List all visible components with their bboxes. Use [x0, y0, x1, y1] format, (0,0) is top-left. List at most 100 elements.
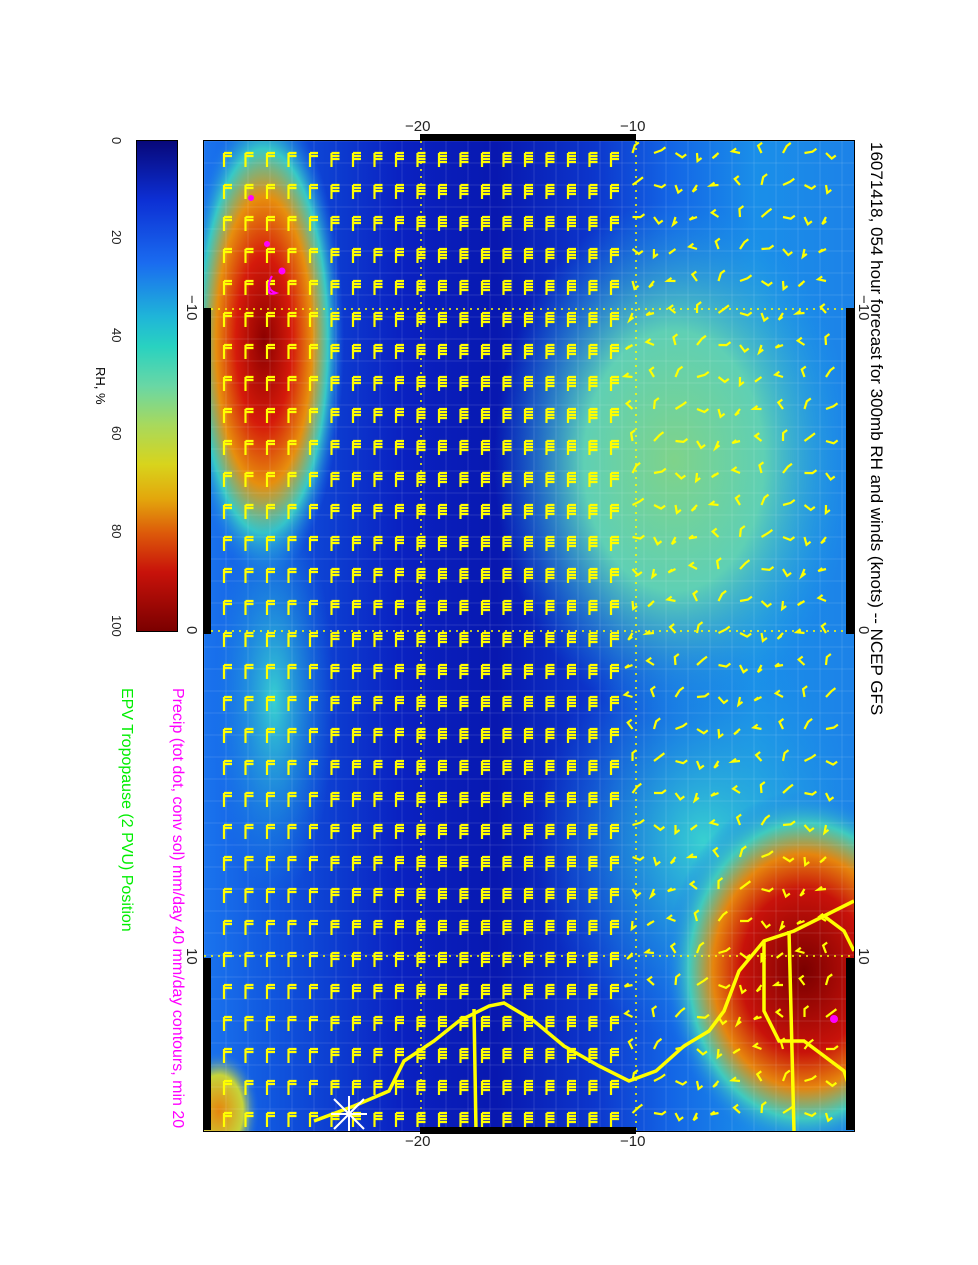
wind-barb [738, 376, 745, 388]
wind-barb [287, 791, 297, 807]
wind-barb [626, 952, 634, 960]
wind-barb [627, 632, 634, 641]
wind-barb [265, 183, 275, 199]
wind-barb [631, 141, 640, 154]
wind-barb [609, 1047, 619, 1063]
wind-barb [373, 631, 383, 647]
wind-barb [627, 312, 635, 324]
wind-barb [588, 439, 598, 455]
wind-barb [437, 311, 447, 327]
wind-barb [416, 407, 426, 423]
wind-barb [373, 183, 383, 199]
wind-barb [631, 888, 642, 898]
wind-barb [803, 856, 810, 868]
wind-barb [222, 567, 232, 583]
wind-barb [437, 599, 447, 615]
wind-barb [566, 823, 576, 839]
wind-barb [523, 311, 533, 327]
wind-barb [771, 981, 783, 987]
wind-barb [373, 439, 383, 455]
wind-barb [244, 695, 254, 711]
wind-barb [692, 792, 700, 804]
wind-barb [330, 183, 340, 199]
wind-barb [803, 504, 816, 512]
wind-barb [416, 375, 426, 391]
wind-barb [502, 823, 512, 839]
moist-region [494, 201, 854, 721]
wind-barb [738, 525, 746, 538]
wind-barb [244, 951, 254, 967]
wind-barb [668, 248, 677, 255]
wind-barb [416, 247, 426, 263]
wind-barb [265, 1111, 275, 1127]
wind-barb [794, 946, 805, 955]
wind-barb [674, 365, 684, 378]
axis-bar [420, 1127, 636, 1134]
wind-barb [545, 1079, 555, 1095]
wind-barb [222, 279, 232, 295]
wind-barb [803, 397, 812, 410]
wind-barb [308, 215, 318, 231]
wind-barb [351, 503, 361, 519]
wind-barb [803, 717, 813, 730]
wind-barb [782, 248, 793, 257]
wind-barb [588, 695, 598, 711]
wind-barb [803, 184, 817, 191]
wind-barb [394, 439, 404, 455]
wind-barb [265, 471, 275, 487]
wind-barb [480, 951, 490, 967]
wind-barb [244, 1015, 254, 1031]
wind-barb [545, 599, 555, 615]
wind-barb [824, 1112, 833, 1123]
wind-barb [825, 152, 837, 160]
wind-barb [781, 429, 788, 442]
wind-barb [824, 504, 831, 516]
wind-barb [717, 877, 724, 889]
wind-barb [632, 497, 645, 506]
wind-barb [733, 175, 741, 186]
wind-barb [244, 727, 254, 743]
wind-barb [545, 439, 555, 455]
wind-barb [588, 791, 598, 807]
wind-barb [630, 920, 637, 932]
wind-barb [609, 151, 619, 167]
wind-barb [624, 663, 633, 669]
wind-barb [717, 696, 729, 705]
wind-barb [695, 301, 702, 314]
wind-barb [818, 248, 827, 254]
wind-barb [588, 247, 598, 263]
wind-barb [351, 151, 361, 167]
wind-barb [437, 247, 447, 263]
wind-barb [287, 151, 297, 167]
wind-barb [373, 247, 383, 263]
wind-barb [695, 760, 705, 771]
wind-barb [588, 311, 598, 327]
wind-barb [609, 183, 619, 199]
wind-barb [523, 407, 533, 423]
wind-barb [437, 887, 447, 903]
wind-barb [459, 439, 469, 455]
wind-barb [480, 343, 490, 359]
wind-barb [757, 344, 764, 356]
wind-barb [822, 824, 830, 836]
wind-barb [695, 941, 705, 954]
wind-barb [632, 534, 646, 540]
wind-barb [437, 919, 447, 935]
wind-barb [609, 1079, 619, 1095]
wind-barb [718, 983, 731, 990]
wind-barb [674, 152, 687, 159]
wind-barb [265, 439, 275, 455]
wind-barb [588, 887, 598, 903]
wind-barb [774, 1008, 784, 1018]
wind-barb [820, 536, 827, 545]
wind-barb [330, 887, 340, 903]
wind-barb [523, 759, 533, 775]
wind-barb [480, 375, 490, 391]
wind-barb [222, 727, 232, 743]
wind-barb [609, 759, 619, 775]
bottom-tick: −20 [405, 1133, 431, 1150]
wind-barb [351, 183, 361, 199]
wind-barb [222, 887, 232, 903]
wind-barb [545, 631, 555, 647]
wind-barb [545, 279, 555, 295]
